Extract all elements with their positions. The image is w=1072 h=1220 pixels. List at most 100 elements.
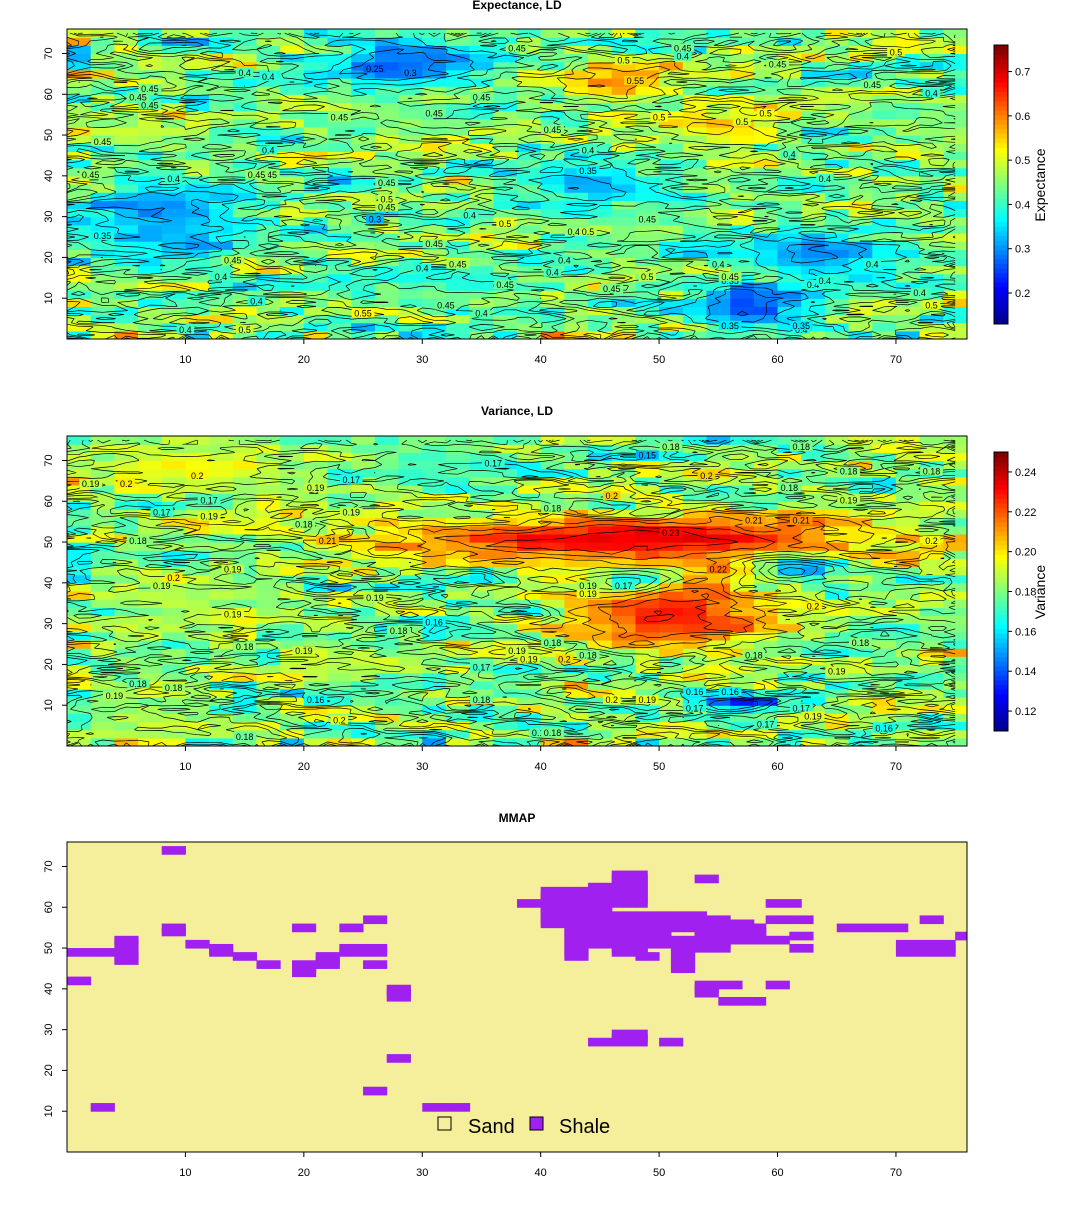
contour-label-bg — [422, 617, 446, 627]
colorbar-segment — [994, 254, 1008, 260]
colorbar-segment — [994, 540, 1008, 546]
contour-label-bg — [777, 483, 801, 493]
contour-label: 0.22 — [710, 565, 728, 575]
contour-label-bg — [102, 691, 126, 701]
contour-label-bg — [188, 470, 207, 480]
colorbar-segment — [994, 535, 1008, 541]
contour-label-bg — [91, 137, 114, 147]
shale-cell — [161, 846, 175, 855]
colorbar-segment — [994, 319, 1008, 325]
contour-label: 0.25 — [366, 64, 384, 74]
shale-cell — [611, 1029, 625, 1039]
contour-label: 0.45 — [567, 227, 585, 237]
shale-cell — [635, 952, 648, 961]
contour-label-bg — [816, 275, 834, 285]
x-axis: 10 20 30 40 50 60 70 — [179, 1152, 902, 1179]
colorbar-segment — [994, 165, 1008, 172]
chart-title: Expectance, LD — [472, 0, 562, 12]
colorbar-segment — [994, 475, 1008, 481]
contour-label: 0.4 — [262, 72, 275, 82]
shale-cell — [718, 943, 731, 953]
colorbar-segment — [994, 100, 1008, 106]
contour-label-bg — [363, 593, 387, 603]
colorbar-segment — [994, 526, 1008, 532]
colorbar-segment — [994, 91, 1008, 97]
shale-cell — [102, 1103, 115, 1112]
contour-label: 0.4 — [795, 325, 808, 335]
contour-label: 0.2 — [925, 536, 938, 546]
colorbar-segment — [994, 63, 1008, 69]
shale-cell — [742, 935, 755, 945]
contour-label-bg — [576, 580, 600, 590]
colorbar-segment — [994, 591, 1008, 597]
contour-label: 0.18 — [852, 638, 870, 648]
shale-cell — [635, 899, 648, 908]
contour-label: 0.17 — [153, 508, 171, 518]
shale-cell — [777, 935, 790, 945]
contour-label: 0.45 — [508, 43, 526, 53]
colorbar-tick-label: 0.22 — [1015, 507, 1036, 519]
colorbar-segment — [994, 503, 1008, 509]
contour-label-bg — [837, 466, 860, 476]
contour-label-bg — [671, 43, 695, 53]
shale-cell — [611, 870, 625, 880]
contour-label: 0.4 — [712, 260, 725, 270]
contour-label-bg — [887, 47, 905, 57]
shale-cell — [268, 960, 281, 969]
contour-label-bg — [496, 218, 514, 228]
colorbar-segment — [994, 198, 1008, 204]
contour-label: 0.2 — [605, 491, 618, 501]
contour-label: 0.45 — [224, 256, 242, 266]
contour-label: 0.45 — [331, 113, 349, 123]
contour-label-bg — [138, 100, 162, 110]
contour-label: 0.18 — [923, 467, 941, 477]
contour-label-bg — [422, 239, 446, 249]
contour-label: 0.18 — [792, 442, 810, 452]
shale-cell — [445, 1103, 459, 1112]
colorbar-segment — [994, 105, 1008, 111]
contour-label-bg — [197, 495, 221, 505]
colorbar-segment — [994, 610, 1008, 616]
legend-entry-shale: Shale — [559, 1116, 610, 1138]
y-tick-label: 70 — [43, 860, 55, 872]
shale-cell — [682, 923, 696, 933]
x-tick-label: 20 — [298, 354, 310, 366]
shale-cell — [374, 943, 388, 953]
contour-label: 0.45 — [638, 215, 656, 225]
colorbar-segment — [994, 305, 1008, 311]
shale-cell — [694, 943, 707, 953]
contour-label: 0.2 — [605, 695, 618, 705]
shale-cell — [161, 923, 175, 933]
contour-label: 0.19 — [804, 711, 822, 721]
colorbar-segment — [994, 582, 1008, 588]
colorbar-segment — [994, 693, 1008, 699]
colorbar-segment — [994, 54, 1008, 60]
contour-label: 0.4 — [416, 264, 429, 274]
shale-cell — [753, 997, 767, 1006]
colorbar-segment — [994, 221, 1008, 227]
colorbar-segment — [994, 161, 1008, 167]
shale-cell — [682, 964, 696, 974]
shale-cell — [777, 980, 790, 990]
contour-label: 0.18 — [165, 683, 183, 693]
colorbar-segment — [994, 656, 1008, 662]
shale-cell — [351, 923, 364, 933]
shale-cell — [126, 935, 139, 945]
shale-cell — [765, 980, 779, 990]
contour-label-bg — [742, 515, 766, 525]
contour-label-bg — [635, 695, 659, 705]
shale-cell — [292, 960, 305, 969]
contour-label-bg — [235, 67, 254, 77]
contour-label-bg — [221, 564, 245, 574]
shale-cell — [943, 939, 956, 949]
shale-cell — [836, 923, 850, 933]
contour-label-bg — [789, 442, 813, 452]
y-tick-label: 60 — [43, 88, 55, 100]
contour-label: 0.45 — [248, 170, 266, 180]
contour-label: 0.21 — [745, 516, 763, 526]
y-tick-label: 20 — [43, 1064, 55, 1076]
colorbar-segment — [994, 310, 1008, 316]
colorbar-segment — [994, 465, 1008, 472]
contour-line — [67, 32, 956, 339]
colorbar-segment — [994, 624, 1008, 630]
